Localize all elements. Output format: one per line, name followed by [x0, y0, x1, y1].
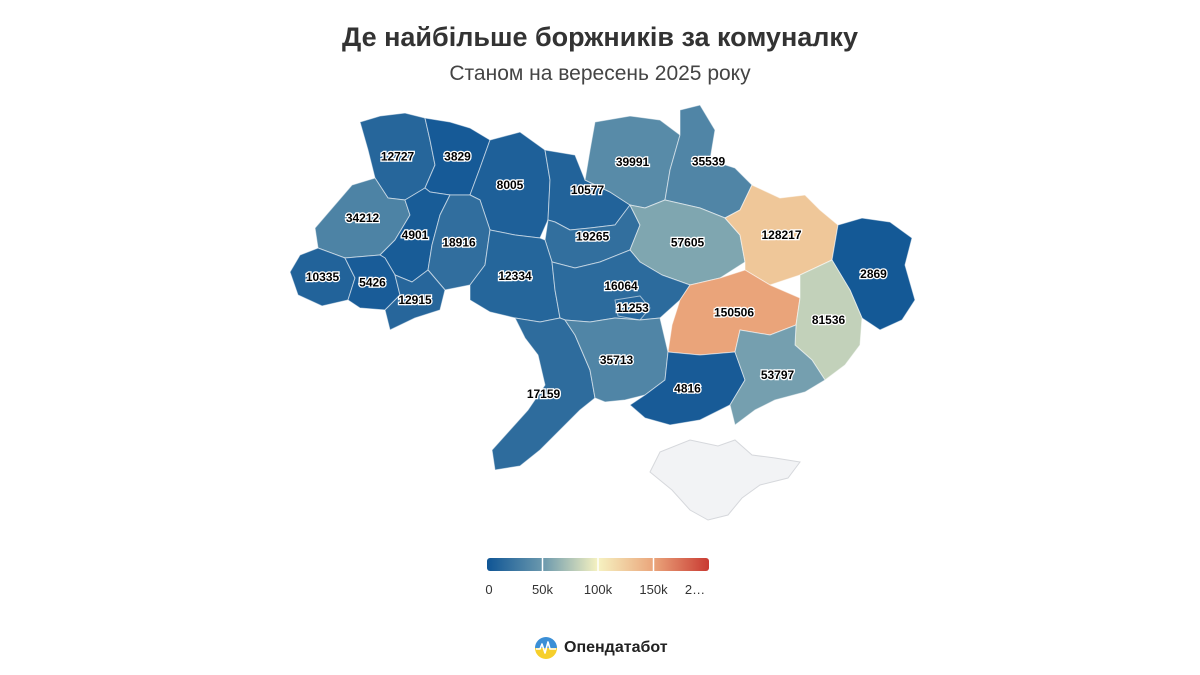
- region-chernivtsi[interactable]: [384, 269, 446, 331]
- region-value-label: 8005: [497, 178, 524, 192]
- brand-name: Опендатабот: [564, 639, 668, 656]
- map-subtitle: Станом на вересень 2025 року: [449, 62, 751, 85]
- legend-tick-label: 150k: [639, 582, 668, 597]
- regions-layer: [289, 104, 916, 471]
- region-value-label: 57605: [671, 236, 705, 250]
- region-value-label: 17159: [527, 387, 561, 401]
- legend-tick-label: 2…: [685, 582, 705, 597]
- legend-ticks: 0 50k 100k 150k 2…: [485, 582, 705, 597]
- region-value-label: 10577: [571, 183, 605, 197]
- region-value-label: 35539: [692, 155, 726, 169]
- region-value-label: 10335: [306, 270, 340, 284]
- region-value-label: 4816: [674, 382, 701, 396]
- map-title: Де найбільше боржників за комуналку: [342, 22, 858, 52]
- legend-tick-label: 50k: [532, 582, 553, 597]
- region-value-label: 34212: [346, 211, 380, 225]
- legend-tick-label: 0: [485, 582, 492, 597]
- region-value-label: 81536: [812, 313, 846, 327]
- legend-dividers: [541, 558, 655, 571]
- region-kherson[interactable]: [629, 351, 746, 426]
- region-value-label: 150506: [714, 306, 754, 320]
- region-zaporizhzhia[interactable]: [729, 324, 826, 426]
- brand: Опендатабот: [534, 635, 668, 661]
- region-value-label: 12334: [498, 269, 532, 283]
- ukraine-choropleth-map: 12727 3829 8005 10577 39991 35539 34212 4901 189…: [289, 104, 916, 521]
- region-value-label: 12915: [398, 293, 432, 307]
- region-value-label: 128217: [761, 228, 801, 242]
- color-legend: 0 50k 100k 150k 2…: [485, 558, 709, 597]
- region-value-label: 18916: [442, 236, 476, 250]
- region-value-label: 3829: [444, 150, 471, 164]
- crimea-no-data: [649, 439, 801, 521]
- opendatabot-logo-icon: [535, 637, 557, 659]
- region-value-labels: 12727 3829 8005 10577 39991 35539 34212 4901 189…: [305, 148, 889, 402]
- region-value-label: 2869: [860, 267, 887, 281]
- region-value-label: 4901: [402, 228, 429, 242]
- region-value-label: 12727: [381, 150, 415, 164]
- region-value-label: 35713: [600, 353, 634, 367]
- region-kyiv-city[interactable]: [614, 295, 651, 321]
- region-value-label: 19265: [576, 230, 610, 244]
- region-value-label: 5426: [359, 276, 386, 290]
- legend-tick-label: 100k: [584, 582, 613, 597]
- region-value-label: 16064: [604, 279, 638, 293]
- region-value-label: 53797: [761, 368, 795, 382]
- region-value-label: 11253: [616, 301, 649, 315]
- region-value-label: 39991: [616, 155, 650, 169]
